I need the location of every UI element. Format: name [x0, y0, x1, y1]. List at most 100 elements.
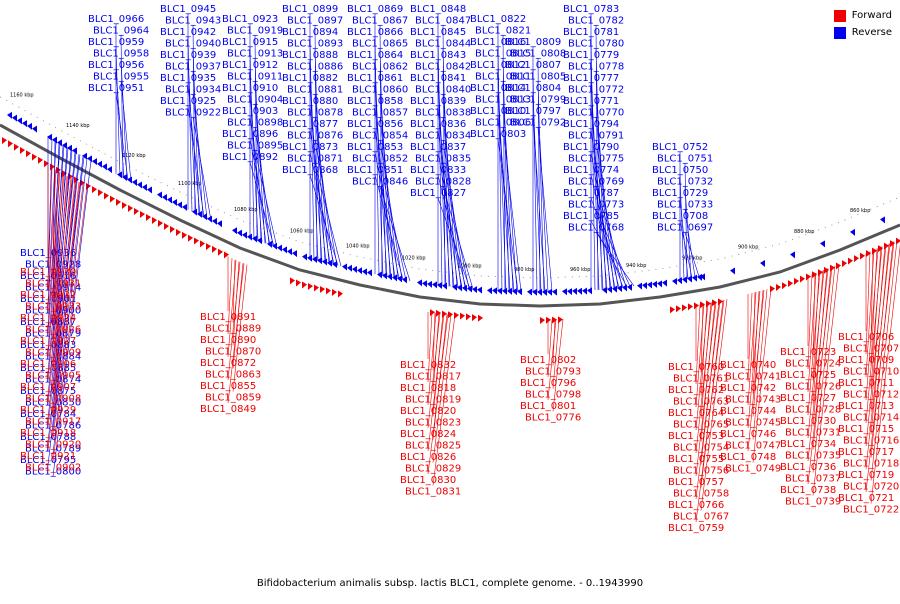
forward-leader	[752, 291, 760, 394]
reverse-leader	[595, 117, 615, 289]
reverse-leader	[249, 69, 259, 241]
forward-leader	[227, 260, 237, 358]
reverse-leader	[379, 163, 407, 281]
ruler-tick-label: 860 kbp	[850, 208, 870, 214]
forward-gene	[448, 311, 453, 319]
forward-gene-label: BLC1_0765	[673, 420, 729, 431]
ruler-tick-label: 960 kbp	[570, 267, 590, 273]
reverse-gene-label: BLC1_0896	[222, 129, 278, 140]
reverse-gene-label: BLC1_0784	[20, 409, 76, 420]
forward-gene-label: BLC1_0872	[200, 358, 256, 369]
forward-leader	[47, 174, 65, 359]
reverse-gene-label: BLC1_0937	[165, 62, 221, 73]
forward-gene-label: BLC1_0715	[838, 424, 894, 435]
forward-gene-label: BLC1_0718	[843, 459, 899, 470]
forward-leader	[432, 315, 456, 486]
forward-gene	[546, 316, 551, 324]
forward-gene	[122, 202, 127, 209]
reverse-gene-label: BLC1_0878	[287, 108, 343, 119]
reverse-gene-label: BLC1_0775	[568, 154, 624, 165]
forward-gene	[812, 271, 817, 279]
reverse-gene-label: BLC1_0789	[25, 444, 81, 455]
forward-gene-label: BLC1_0796	[520, 378, 576, 389]
reverse-leader	[374, 174, 404, 280]
forward-gene	[212, 245, 217, 253]
reverse-gene-label: BLC1_0828	[415, 177, 471, 188]
reverse-gene	[627, 283, 632, 291]
reverse-gene-label: BLC1_0858	[347, 96, 403, 107]
forward-gene	[836, 262, 841, 270]
forward-gene-label: BLC1_0831	[405, 487, 461, 498]
forward-leader	[807, 274, 813, 370]
reverse-gene	[352, 266, 357, 273]
reverse-leader	[537, 127, 553, 292]
forward-gene-label: BLC1_0748	[720, 452, 776, 463]
forward-gene	[540, 317, 545, 324]
reverse-gene	[17, 117, 22, 125]
reverse-gene-label: BLC1_0799	[510, 95, 566, 106]
reverse-gene	[92, 158, 97, 166]
forward-leader	[812, 264, 840, 496]
reverse-leader	[120, 58, 128, 180]
forward-leader	[227, 261, 241, 381]
reverse-leader	[249, 138, 271, 246]
forward-gene	[454, 311, 459, 319]
reverse-gene	[357, 267, 362, 275]
forward-gene	[794, 277, 799, 285]
reverse-gene	[32, 125, 37, 133]
reverse-gene-label: BLC1_0854	[352, 131, 408, 142]
reverse-gene-label: BLC1_0837	[410, 142, 466, 153]
forward-gene	[770, 285, 775, 293]
forward-gene	[302, 281, 307, 289]
reverse-leader	[595, 163, 623, 288]
forward-leader	[807, 268, 829, 462]
reverse-gene	[27, 122, 32, 130]
forward-gene-label: BLC1_0739	[785, 497, 841, 508]
reverse-leader	[532, 92, 542, 292]
reverse-leader	[187, 36, 193, 212]
forward-leader	[870, 245, 900, 504]
forward-gene-label: BLC1_0741	[725, 372, 781, 383]
reverse-gene	[362, 268, 367, 276]
reverse-gene-label: BLC1_0732	[657, 177, 713, 188]
forward-gene	[718, 298, 723, 306]
reverse-gene-label: BLC1_0804	[505, 83, 561, 94]
forward-gene-label: BLC1_0830	[400, 475, 456, 486]
genome-caption: Bifidobacterium animalis subsp. lactis B…	[256, 578, 644, 589]
ruler-tick-label: 980 kbp	[514, 267, 534, 273]
reverse-leader	[187, 59, 197, 214]
reverse-gene	[217, 220, 222, 228]
reverse-gene	[547, 288, 552, 296]
forward-gene-label: BLC1_0920	[25, 440, 81, 451]
forward-leader	[812, 271, 820, 381]
forward-leader	[432, 314, 452, 463]
forward-gene	[50, 163, 55, 171]
reverse-gene	[502, 287, 507, 295]
reverse-gene-label: BLC1_0808	[510, 49, 566, 60]
forward-gene	[670, 306, 675, 314]
forward-gene-label: BLC1_0907	[20, 382, 76, 393]
reverse-gene-label: BLC1_0939	[160, 50, 216, 61]
reverse-gene	[177, 201, 182, 209]
reverse-gene	[167, 196, 172, 204]
reverse-gene-label: BLC1_0966	[88, 14, 144, 25]
reverse-gene	[487, 287, 492, 295]
reverse-leader	[314, 48, 322, 262]
forward-leader	[432, 312, 436, 371]
reverse-gene	[312, 256, 317, 263]
forward-leader	[695, 302, 709, 431]
reverse-gene-label: BLC1_0853	[347, 142, 403, 153]
forward-leader	[700, 303, 704, 373]
reverse-leader	[442, 186, 474, 290]
reverse-leader	[590, 220, 628, 287]
reverse-gene-label: BLC1_0792	[510, 118, 566, 129]
reverse-gene	[497, 287, 502, 295]
ruler-tick-label: 940 kbp	[626, 263, 646, 269]
forward-gene-label: BLC1_0764	[668, 408, 724, 419]
forward-gene-label: BLC1_0723	[780, 347, 836, 358]
reverse-gene	[642, 282, 647, 290]
forward-gene-label: BLC1_0818	[400, 383, 456, 394]
reverse-gene	[437, 281, 442, 289]
reverse-gene-label: BLC1_0898	[227, 118, 283, 129]
reverse-gene-label: BLC1_0951	[88, 83, 144, 94]
